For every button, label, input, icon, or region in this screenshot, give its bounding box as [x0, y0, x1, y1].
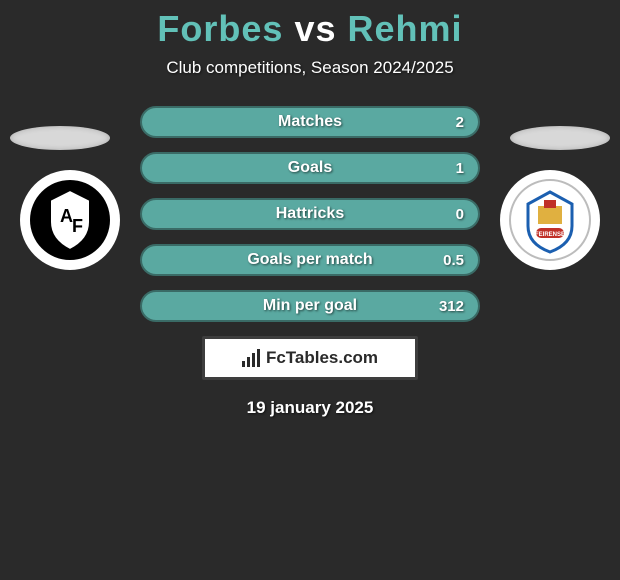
player1-name: Forbes [157, 8, 283, 49]
stat-value: 0.5 [443, 252, 464, 269]
stats-list: Matches 2 Goals 1 Hattricks 0 Goals per … [140, 106, 480, 322]
svg-text:F: F [72, 216, 83, 236]
stat-value: 2 [456, 114, 464, 131]
stat-row: Hattricks 0 [140, 198, 480, 230]
site-badge[interactable]: FcTables.com [202, 336, 418, 380]
stat-label: Hattricks [276, 205, 344, 223]
player2-name: Rehmi [348, 8, 463, 49]
svg-text:FEIRENSE: FEIRENSE [535, 232, 565, 238]
stat-row: Goals 1 [140, 152, 480, 184]
right-halo [510, 126, 610, 150]
team-badge-right: FEIRENSE [500, 170, 600, 270]
shield-icon: A F [28, 178, 112, 262]
site-label: FcTables.com [266, 348, 378, 368]
crest-icon: FEIRENSE [508, 178, 592, 262]
stat-label: Min per goal [263, 297, 357, 315]
comparison-card: Forbes vs Rehmi Club competitions, Seaso… [0, 0, 620, 580]
subtitle: Club competitions, Season 2024/2025 [0, 58, 620, 78]
stat-value: 312 [439, 298, 464, 315]
stat-value: 1 [456, 160, 464, 177]
team-badge-left: A F [20, 170, 120, 270]
vs-text: vs [294, 8, 336, 49]
stat-label: Goals [288, 159, 332, 177]
stat-label: Goals per match [247, 251, 372, 269]
stat-row: Goals per match 0.5 [140, 244, 480, 276]
page-title: Forbes vs Rehmi [0, 8, 620, 50]
date-text: 19 january 2025 [0, 398, 620, 418]
bars-icon [242, 349, 260, 367]
stat-row: Matches 2 [140, 106, 480, 138]
left-halo [10, 126, 110, 150]
stat-row: Min per goal 312 [140, 290, 480, 322]
stat-value: 0 [456, 206, 464, 223]
stat-label: Matches [278, 113, 342, 131]
